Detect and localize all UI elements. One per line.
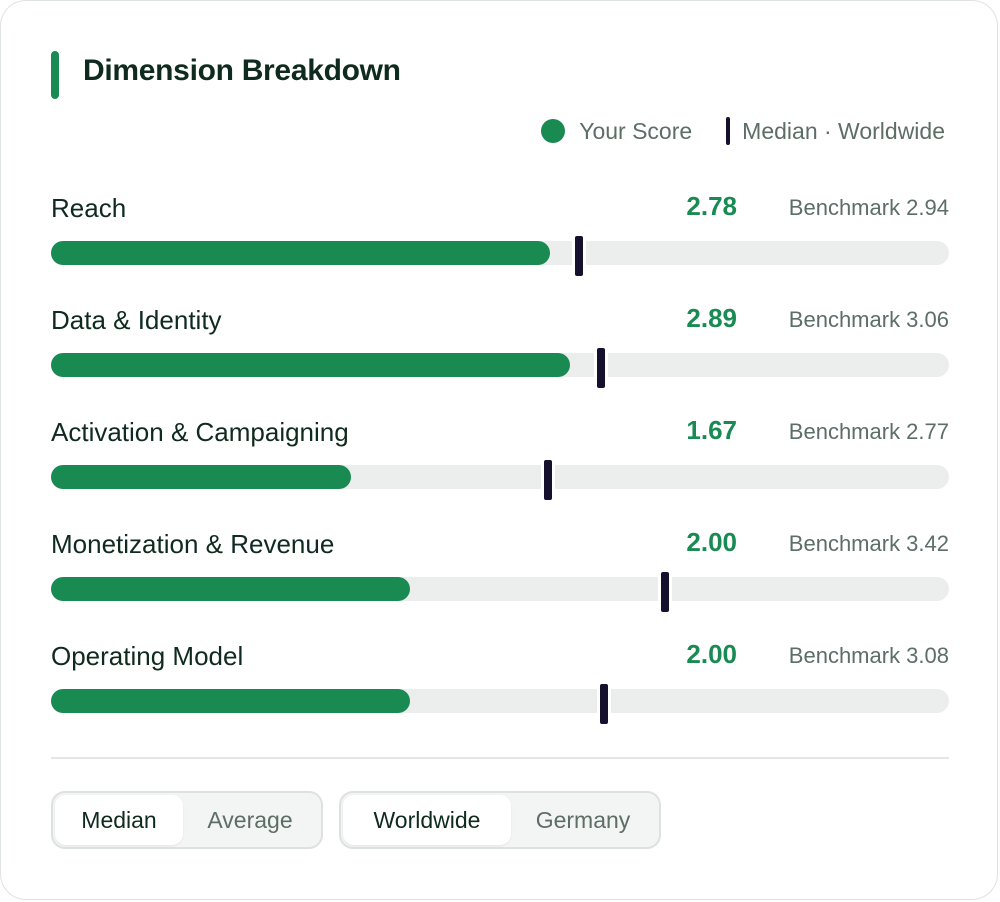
score-value: 2.78 — [686, 191, 737, 221]
dimension-label: Reach — [51, 193, 127, 223]
dimension-row: Operating Model 2.00 Benchmark 3.08 — [51, 639, 949, 741]
score-value: 2.00 — [686, 527, 737, 557]
score-value: 2.89 — [686, 303, 737, 333]
benchmark-value: Benchmark 3.42 — [788, 531, 949, 556]
score-bar — [51, 353, 571, 377]
benchmark-value: Benchmark 2.77 — [788, 419, 949, 444]
median-marker — [597, 681, 612, 727]
score-bar — [51, 465, 351, 489]
divider — [51, 757, 949, 759]
average-option-button[interactable]: Average — [183, 795, 317, 845]
dimension-row: Activation & Campaigning 1.67 Benchmark 2.… — [51, 415, 949, 517]
benchmark-value: Benchmark 3.08 — [788, 643, 949, 668]
dimension-label: Data & Identity — [51, 305, 222, 335]
score-track — [51, 233, 949, 279]
score-track — [51, 681, 949, 727]
score-value: 1.67 — [686, 415, 737, 445]
median-marker — [658, 569, 673, 615]
median-marker — [541, 457, 556, 503]
benchmark-value: Benchmark 2.94 — [788, 195, 949, 220]
dimension-row: Monetization & Revenue 2.00 Benchmark 3.42 — [51, 527, 949, 629]
statistic-toggle: Median Average — [51, 791, 323, 849]
score-track — [51, 569, 949, 615]
score-track — [51, 457, 949, 503]
dimension-label: Operating Model — [51, 641, 244, 671]
dimension-row: Reach 2.78 Benchmark 2.94 — [51, 191, 949, 293]
score-track — [51, 345, 949, 391]
dimension-label: Monetization & Revenue — [51, 529, 335, 559]
median-marker — [593, 345, 608, 391]
dimension-row: Data & Identity 2.89 Benchmark 3.06 — [51, 303, 949, 405]
median-option-button[interactable]: Median — [55, 795, 183, 845]
benchmark-value: Benchmark 3.06 — [788, 307, 949, 332]
score-bar — [51, 577, 411, 601]
region-toggle: Worldwide Germany — [339, 791, 661, 849]
median-marker — [572, 233, 587, 279]
chart-legend: Your Score Median · Worldwide — [541, 117, 945, 145]
dimension-label: Activation & Campaigning — [51, 417, 349, 447]
panel-title: Dimension Breakdown — [83, 54, 401, 87]
legend-score-label: Your Score — [579, 117, 693, 144]
median-tick-icon — [726, 117, 731, 145]
germany-option-button[interactable]: Germany — [511, 795, 655, 845]
legend-median-label: Median · Worldwide — [742, 117, 945, 144]
score-bar — [51, 689, 411, 713]
score-dot-icon — [541, 119, 566, 143]
worldwide-option-button[interactable]: Worldwide — [343, 795, 511, 845]
score-value: 2.00 — [686, 639, 737, 669]
score-bar — [51, 241, 551, 265]
title-accent-bar — [51, 51, 59, 99]
